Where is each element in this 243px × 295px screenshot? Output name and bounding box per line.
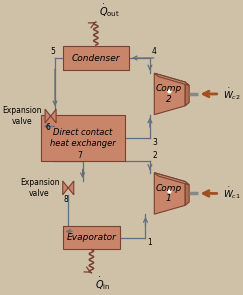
Text: $\dot{W}_{c1}$: $\dot{W}_{c1}$: [223, 186, 241, 201]
Text: Comp
2: Comp 2: [156, 84, 182, 104]
Polygon shape: [185, 82, 189, 106]
Text: $\dot{Q}_\mathrm{in}$: $\dot{Q}_\mathrm{in}$: [95, 276, 110, 292]
Text: $\dot{W}_{c2}$: $\dot{W}_{c2}$: [223, 86, 241, 102]
Text: 4: 4: [152, 47, 157, 56]
Polygon shape: [185, 181, 189, 205]
Text: Direct contact
heat exchanger: Direct contact heat exchanger: [50, 128, 115, 148]
Text: 6: 6: [46, 123, 51, 132]
Text: Comp
1: Comp 1: [156, 184, 182, 203]
Text: Expansion
valve: Expansion valve: [20, 178, 59, 198]
Polygon shape: [154, 73, 185, 115]
Text: Condenser: Condenser: [72, 53, 120, 63]
Polygon shape: [63, 181, 74, 195]
Text: Expansion
valve: Expansion valve: [2, 106, 42, 126]
FancyBboxPatch shape: [63, 226, 120, 249]
Text: 2: 2: [152, 151, 157, 160]
Text: 1: 1: [148, 237, 152, 247]
Polygon shape: [154, 73, 189, 85]
FancyBboxPatch shape: [63, 46, 129, 71]
Text: 5: 5: [51, 47, 55, 56]
Text: 3: 3: [152, 138, 157, 147]
Text: $\dot{Q}_\mathrm{out}$: $\dot{Q}_\mathrm{out}$: [99, 2, 120, 19]
Text: 7: 7: [78, 151, 83, 160]
Polygon shape: [154, 173, 189, 185]
Text: Evaporator: Evaporator: [67, 233, 116, 242]
FancyBboxPatch shape: [41, 115, 124, 161]
Text: 8: 8: [63, 195, 68, 204]
Polygon shape: [45, 109, 56, 123]
Polygon shape: [154, 173, 185, 214]
